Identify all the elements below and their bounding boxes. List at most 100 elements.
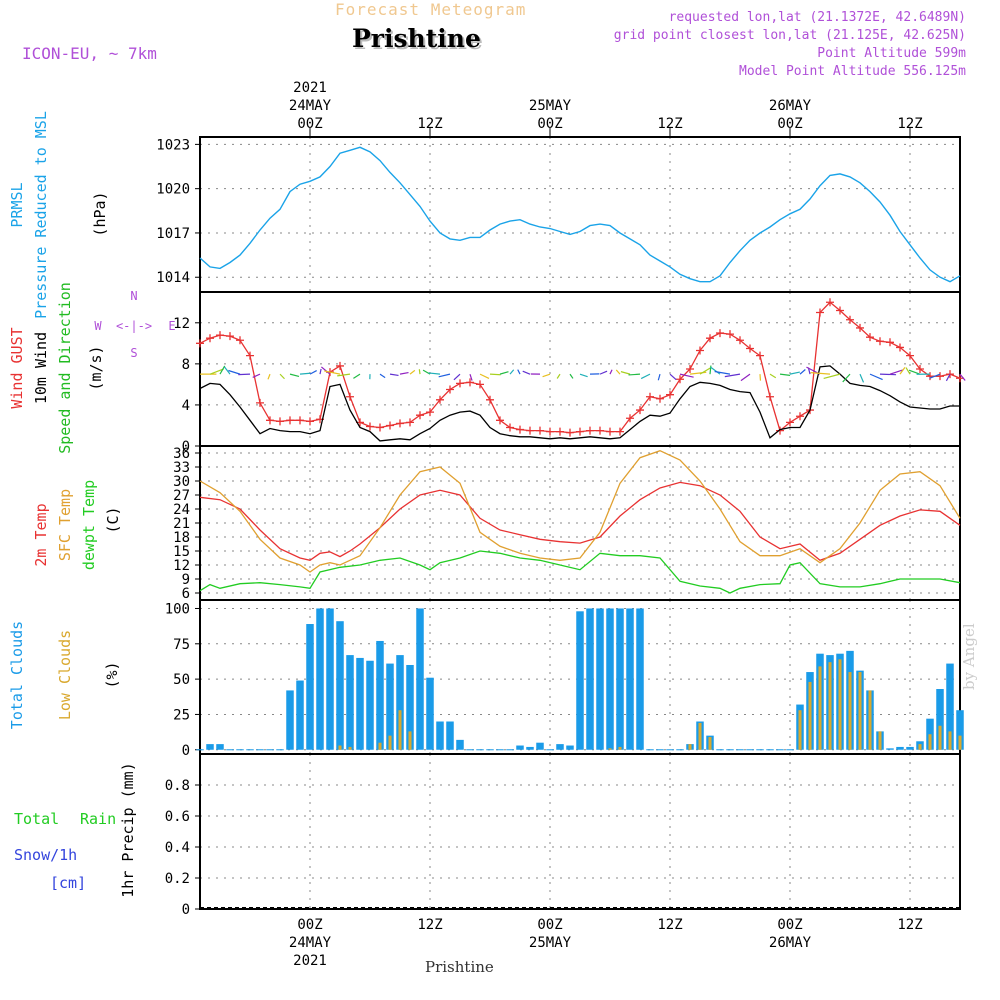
wind-arrow bbox=[219, 365, 226, 375]
wind-arrow bbox=[823, 373, 841, 380]
gust-marker bbox=[226, 332, 234, 341]
date-label: 25MAY bbox=[529, 98, 572, 114]
y-tick-label: 12 bbox=[173, 558, 190, 574]
wind-arrow bbox=[522, 370, 531, 375]
gust-marker bbox=[726, 330, 734, 339]
gust-marker bbox=[736, 336, 744, 345]
compass-w: W bbox=[94, 319, 102, 333]
total-cloud-bar bbox=[606, 608, 614, 750]
model-label: ICON-EU, ~ 7km bbox=[22, 44, 157, 63]
time-tick-label: 12Z bbox=[657, 917, 682, 933]
gust-marker bbox=[756, 351, 764, 360]
gust-marker bbox=[556, 427, 564, 436]
wind-arrow bbox=[709, 365, 712, 375]
low-cloud-bar bbox=[618, 746, 622, 750]
gust-marker bbox=[406, 418, 414, 427]
wind-arrow bbox=[321, 366, 331, 375]
gust-markers bbox=[196, 298, 964, 437]
gust-marker bbox=[576, 427, 584, 436]
gust-marker bbox=[196, 339, 204, 348]
total-cloud-bar bbox=[906, 746, 914, 750]
total-cloud-bar bbox=[356, 657, 364, 750]
y-tick-label: 1020 bbox=[156, 182, 190, 198]
gust-marker bbox=[206, 334, 214, 343]
wind-arrow bbox=[945, 373, 951, 382]
wind-arrow bbox=[469, 373, 473, 381]
y-tick-label: 9 bbox=[182, 572, 190, 588]
gust-marker bbox=[866, 333, 874, 342]
wind-arrow bbox=[740, 373, 751, 382]
temp-2m-line bbox=[199, 481, 961, 562]
panel-precip: 0 0.2 0.4 0.6 0.8 bbox=[165, 753, 961, 918]
total-cloud-bar bbox=[316, 608, 324, 750]
gust-marker bbox=[266, 416, 274, 425]
gust-marker bbox=[386, 421, 394, 430]
wind-arrow bbox=[710, 366, 721, 375]
total-cloud-bar bbox=[536, 742, 544, 750]
gust-marker bbox=[476, 380, 484, 389]
gust-marker bbox=[636, 406, 644, 415]
clouds-unit: (%) bbox=[103, 661, 121, 688]
total-cloud-bar bbox=[406, 664, 414, 750]
time-tick-label: 12Z bbox=[897, 116, 922, 132]
gust-marker bbox=[626, 414, 634, 423]
wind-arrow bbox=[542, 373, 551, 378]
y-tick-label: 1014 bbox=[156, 270, 190, 286]
gust-marker bbox=[446, 385, 454, 394]
wind-arrow bbox=[209, 368, 224, 375]
wind-arrow bbox=[859, 373, 865, 383]
top-time-axis: 00Z 24MAY 2021 12Z 00Z 25MAY 12Z 00Z 26MAY 12Z bbox=[289, 80, 923, 137]
total-cloud-bar bbox=[306, 624, 314, 750]
total-cloud-bar bbox=[576, 611, 584, 750]
wind-arrow bbox=[869, 373, 883, 381]
total-cloud-bar bbox=[206, 744, 214, 750]
gust-marker bbox=[676, 375, 684, 384]
gust-marker bbox=[886, 338, 894, 347]
total-cloud-bar bbox=[286, 690, 294, 750]
wind-arrow bbox=[609, 369, 613, 375]
y-tick-label: 0.2 bbox=[165, 871, 190, 887]
date-label: 24MAY bbox=[289, 935, 332, 951]
total-cloud-bar bbox=[596, 608, 604, 750]
gust-marker bbox=[766, 392, 774, 401]
total-clouds-label: Total Clouds bbox=[8, 621, 26, 729]
panel-wind: 0 4 8 12 bbox=[173, 291, 961, 455]
low-cloud-bar bbox=[408, 731, 412, 750]
y-tick-label: 12 bbox=[173, 316, 190, 332]
low-cloud-bar bbox=[928, 734, 932, 750]
wind-arrow bbox=[252, 373, 261, 378]
year-label: 2021 bbox=[293, 80, 327, 96]
wind-arrow bbox=[929, 373, 941, 379]
low-cloud-bar bbox=[858, 672, 862, 750]
wind-arrow bbox=[428, 372, 441, 375]
y-tick-label: 24 bbox=[173, 502, 190, 518]
low-cloud-bar bbox=[398, 710, 402, 750]
wind-gust-label: Wind GUST bbox=[8, 327, 26, 408]
gust-marker bbox=[846, 315, 854, 324]
wind-arrow bbox=[353, 373, 361, 379]
gust-marker bbox=[816, 308, 824, 317]
gust-marker bbox=[546, 427, 554, 436]
total-cloud-bar bbox=[526, 746, 534, 750]
wind-arrow bbox=[279, 373, 285, 380]
wind-dir-label: Speed and Direction bbox=[56, 282, 74, 454]
wind-arrow bbox=[228, 369, 241, 375]
wind-arrow bbox=[509, 369, 515, 375]
total-cloud-bar bbox=[216, 744, 224, 750]
date-label: 25MAY bbox=[529, 935, 572, 951]
total-cloud-bar bbox=[326, 608, 334, 750]
precip-unit: 1hr Precip (mm) bbox=[119, 762, 137, 897]
time-tick-label: 00Z bbox=[297, 116, 322, 132]
total-cloud-bar bbox=[616, 608, 624, 750]
wind-arrow bbox=[489, 373, 501, 376]
wind-arrow bbox=[657, 373, 661, 381]
wind-arrow bbox=[724, 373, 741, 378]
total-cloud-bar bbox=[636, 608, 644, 750]
gust-marker bbox=[516, 425, 524, 434]
model-altitude: Model Point Altitude 556.125m bbox=[739, 64, 966, 79]
wind-arrow bbox=[679, 373, 694, 378]
time-tick-label: 12Z bbox=[417, 917, 442, 933]
gust-marker bbox=[456, 379, 464, 388]
gust-marker bbox=[216, 331, 224, 340]
precip-snow-label: Snow/1h bbox=[14, 846, 77, 864]
